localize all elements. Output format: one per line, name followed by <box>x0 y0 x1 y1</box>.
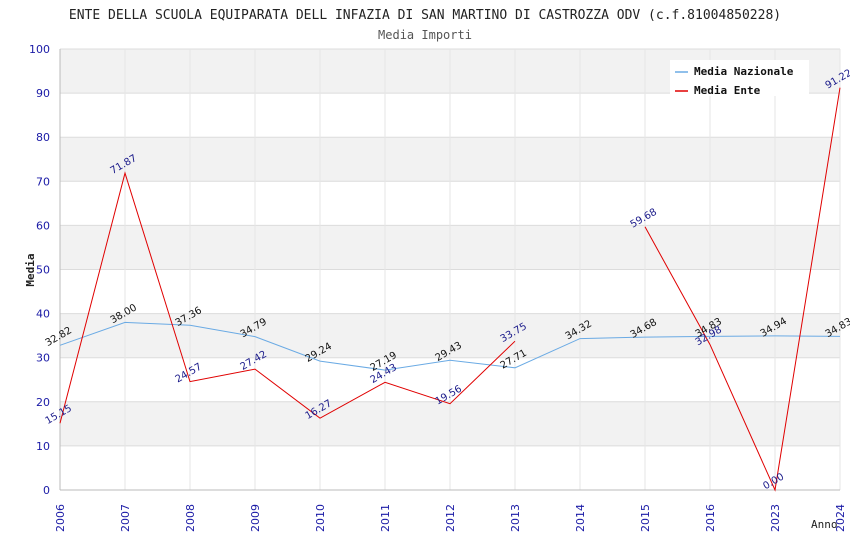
x-tick-label: 2008 <box>184 504 197 532</box>
x-tick-label: 2010 <box>314 504 327 532</box>
x-axis-label: Anno <box>811 518 838 531</box>
gridlines <box>59 48 841 491</box>
chart-title: ENTE DELLA SCUOLA EQUIPARATA DELL INFAZI… <box>69 8 781 23</box>
x-tick-label: 2006 <box>54 504 67 532</box>
legend-label-nazionale: Media Nazionale <box>694 65 794 78</box>
series-line-media-ente <box>59 171 516 424</box>
legend-label-ente: Media Ente <box>694 84 761 97</box>
y-tick-label: 80 <box>36 131 50 144</box>
y-tick-label: 40 <box>36 308 50 321</box>
x-tick-label: 2024 <box>834 504 847 532</box>
y-tick-label: 10 <box>36 440 50 453</box>
x-tick-label: 2007 <box>119 504 132 532</box>
y-tick-label: 100 <box>29 43 50 56</box>
series-line-media-nazionale <box>59 321 841 371</box>
y-tick-label: 30 <box>36 352 50 365</box>
y-tick-label: 0 <box>43 484 50 497</box>
x-axis-ticks: 2006 2007 2008 2009 2010 2011 2012 2013 2014 2015… <box>54 504 847 532</box>
y-axis-label: Media <box>24 253 37 286</box>
y-tick-label: 90 <box>36 87 50 100</box>
legend-box <box>670 60 809 96</box>
y-tick-label: 50 <box>36 264 50 277</box>
y-axis-ticks: 0 10 20 30 40 50 60 70 80 90 100 <box>29 43 50 497</box>
x-tick-label: 2009 <box>249 504 262 532</box>
x-tick-label: 2023 <box>769 504 782 532</box>
legend: Media Nazionale Media Ente <box>670 60 809 97</box>
x-tick-label: 2015 <box>639 504 652 532</box>
x-tick-label: 2016 <box>704 504 717 532</box>
x-tick-label: 2013 <box>509 504 522 532</box>
series-lines <box>59 87 841 492</box>
y-tick-label: 20 <box>36 396 50 409</box>
chart-subtitle: Media Importi <box>378 28 472 42</box>
series-line-media-ente <box>644 87 841 492</box>
y-tick-label: 60 <box>36 219 50 232</box>
x-tick-label: 2012 <box>444 504 457 532</box>
x-tick-label: 2014 <box>574 504 587 532</box>
x-tick-label: 2011 <box>379 504 392 532</box>
y-tick-label: 70 <box>36 175 50 188</box>
